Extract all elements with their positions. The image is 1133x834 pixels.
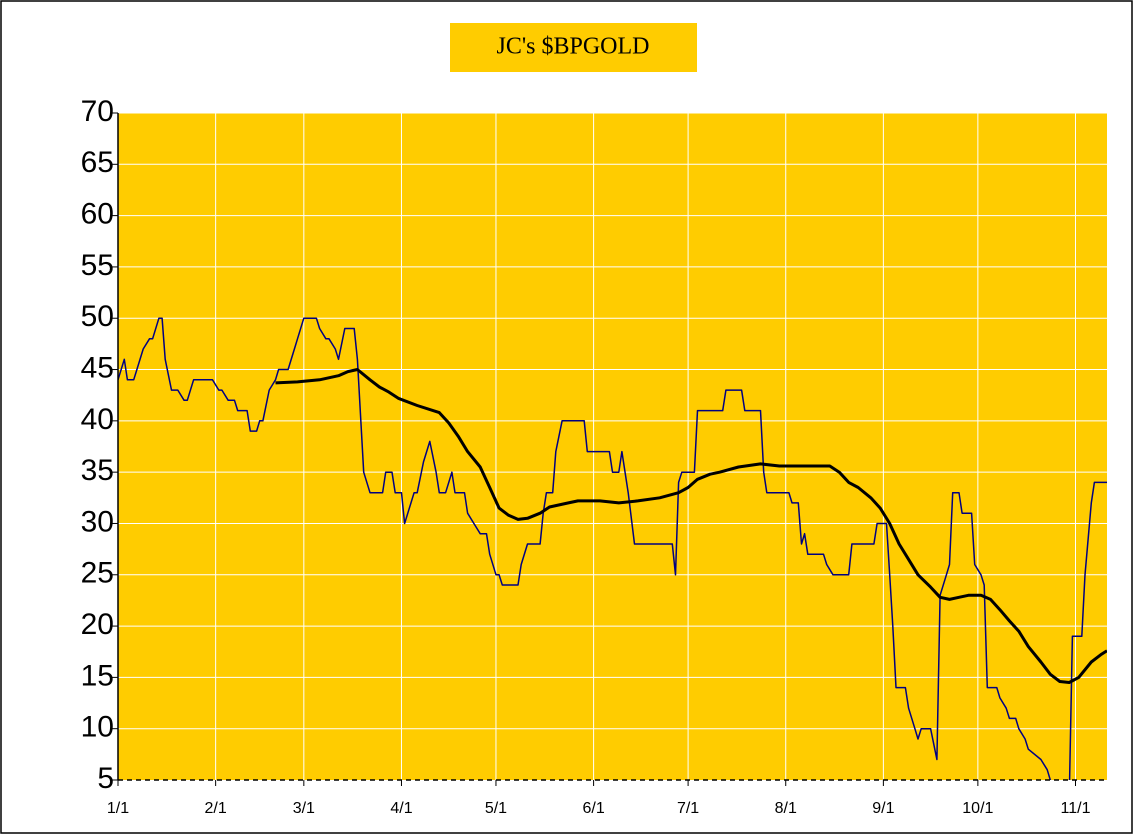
x-tick-label: 8/1 — [775, 800, 797, 817]
y-tick-label: 50 — [81, 300, 114, 333]
y-tick-label: 70 — [81, 95, 114, 128]
title-box — [450, 23, 697, 72]
chart-title: JC's $BPGOLD — [496, 34, 649, 60]
y-tick-label: 35 — [81, 454, 114, 487]
x-tick-label: 2/1 — [205, 800, 227, 817]
plot-area — [118, 113, 1107, 780]
x-tick-label: 11/1 — [1061, 800, 1091, 817]
y-tick-label: 60 — [81, 198, 114, 231]
y-tick-label: 25 — [81, 557, 114, 590]
axes: 5 10 15 20 25 30 35 40 45 50 55 60 65 70 1/1 2/1 3/1 4/1 5… — [81, 95, 1107, 817]
x-tick-label: 5/1 — [485, 800, 507, 817]
series-line — [118, 317, 1107, 780]
series-line — [275, 368, 1107, 684]
y-tick-label: 10 — [81, 711, 114, 744]
y-tick-label: 15 — [81, 659, 114, 692]
x-tick-label: 9/1 — [872, 800, 894, 817]
y-tick-label: 30 — [81, 505, 114, 538]
x-tick-label: 7/1 — [677, 800, 699, 817]
y-tick-label: 55 — [81, 249, 114, 282]
lines — [118, 317, 1107, 780]
x-tick-label: 3/1 — [293, 800, 315, 817]
y-tick-label: 40 — [81, 403, 114, 436]
y-tick-label: 5 — [97, 762, 114, 795]
x-tick-label: 6/1 — [582, 800, 604, 817]
grid — [118, 112, 1107, 780]
y-tick-label: 45 — [81, 351, 114, 384]
x-tick-label: 10/1 — [962, 800, 993, 817]
y-tick-label: 65 — [81, 146, 114, 179]
y-tick-label: 20 — [81, 608, 114, 641]
x-tick-label: 1/1 — [107, 800, 129, 817]
x-tick-label: 4/1 — [390, 800, 412, 817]
